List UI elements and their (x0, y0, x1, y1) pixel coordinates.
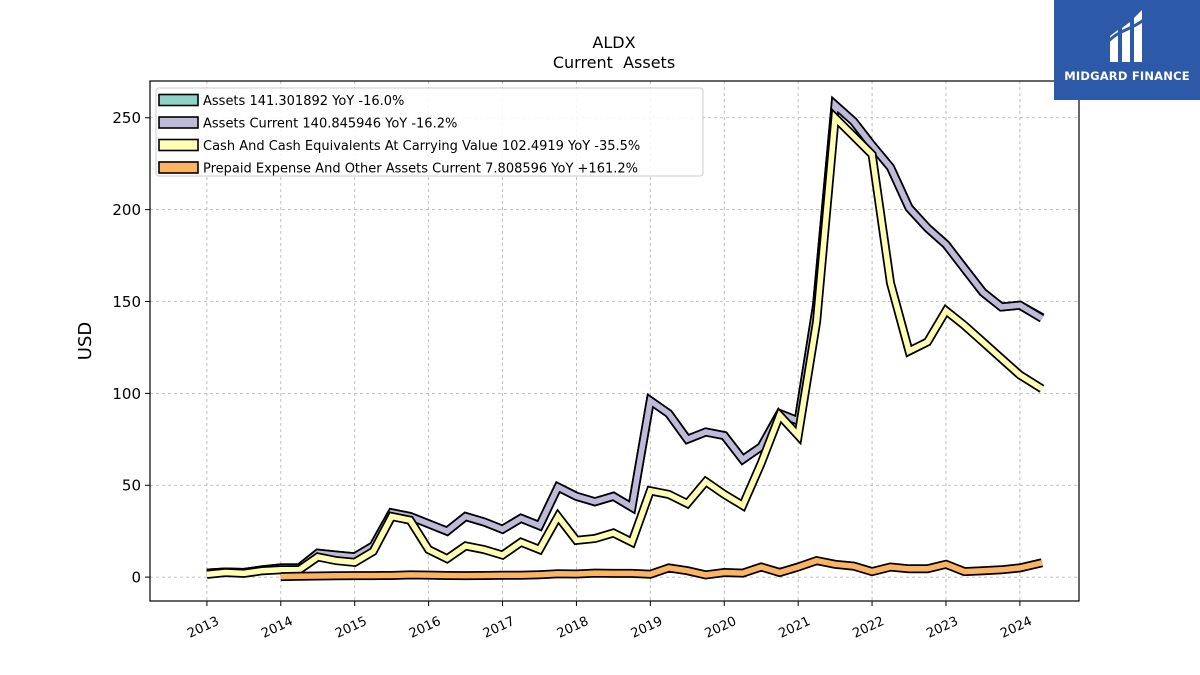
legend-swatch (158, 116, 199, 129)
x-tick-label: 2016 (407, 614, 443, 642)
y-tick-label: 150 (112, 293, 141, 311)
chart-title: ALDX (592, 33, 635, 52)
x-tick-label: 2022 (850, 614, 886, 642)
y-tick-label: 100 (112, 385, 141, 403)
x-tick-label: 2013 (185, 614, 221, 642)
x-tick-label: 2019 (629, 614, 665, 642)
legend-box (155, 87, 704, 177)
legend-item: Prepaid Expense And Other Assets Current… (158, 161, 638, 177)
legend-item: Cash And Cash Equivalents At Carrying Va… (158, 138, 640, 154)
legend-label: Prepaid Expense And Other Assets Current… (203, 162, 638, 177)
x-tick-label: 2014 (259, 614, 295, 642)
series-line (206, 111, 1044, 578)
y-tick-label: 200 (112, 201, 141, 219)
legend-swatch (158, 93, 199, 107)
series-layer (206, 95, 1045, 582)
legend-label: Cash And Cash Equivalents At Carrying Va… (203, 139, 640, 154)
x-tick-label: 2017 (481, 614, 517, 642)
brand-name: MIDGARD FINANCE (1064, 69, 1190, 83)
y-axis-label: USD (75, 322, 96, 360)
series-3 (280, 555, 1044, 582)
legend-swatch (158, 161, 199, 174)
legend-item: Assets 141.301892 YoY -16.0% (158, 93, 404, 109)
series-line (280, 557, 1043, 580)
legend-label: Assets Current 140.845946 YoY -16.2% (203, 117, 457, 132)
legend: Assets 141.301892 YoY -16.0% Assets Curre… (155, 87, 704, 177)
series-line (206, 99, 1044, 576)
y-tick-label: 0 (131, 569, 141, 587)
x-tick-label: 2021 (777, 614, 813, 642)
x-tick-label: 2023 (924, 614, 960, 642)
x-tick-label: 2015 (333, 614, 369, 642)
plot-frame (149, 80, 1080, 602)
y-tick-label: 50 (122, 477, 141, 495)
legend-swatch (158, 138, 199, 152)
brand-logo: MIDGARD FINANCE (1054, 0, 1200, 100)
x-tick-label: 2018 (555, 614, 591, 642)
midgard-logo-icon (1106, 10, 1147, 62)
x-tick-label: 2020 (703, 614, 739, 642)
legend-label: Assets 141.301892 YoY -16.0% (203, 94, 404, 109)
y-tick-label: 250 (112, 109, 141, 127)
x-tick-label: 2024 (998, 614, 1034, 642)
legend-item: Assets Current 140.845946 YoY -16.2% (158, 116, 457, 132)
series-2 (206, 107, 1045, 579)
chart-subtitle: Current Assets (553, 53, 675, 72)
series-1 (206, 95, 1045, 578)
